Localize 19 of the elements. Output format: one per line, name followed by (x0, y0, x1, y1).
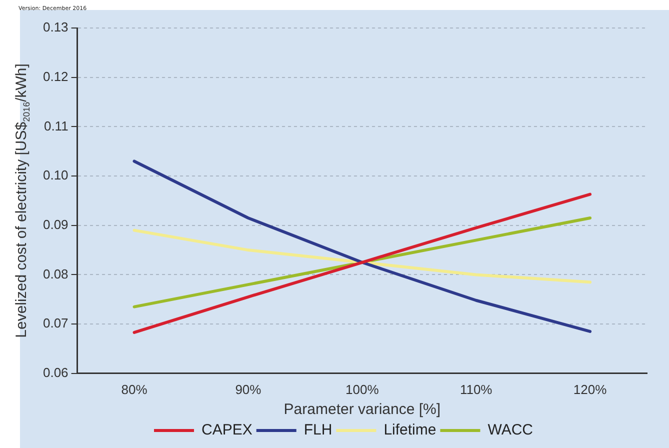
legend-label: WACC (488, 422, 534, 439)
x-tick-label: 90% (235, 382, 262, 397)
y-tick-label: 0.09 (42, 216, 68, 232)
y-tick-label: 0.10 (42, 168, 68, 183)
y-tick-label: 0.07 (42, 316, 68, 331)
x-tick-label: 110% (460, 382, 493, 397)
x-tick-label: 100% (346, 382, 380, 397)
legend-label: CAPEX (202, 422, 252, 439)
x-axis-title: Parameter variance [%] (284, 401, 441, 418)
y-tick-label: 0.13 (42, 20, 68, 35)
y-tick-label: 0.12 (42, 68, 68, 84)
x-tick-label: 80% (121, 382, 148, 397)
y-tick-label: 0.08 (42, 266, 68, 282)
x-tick-label: 120% (573, 382, 608, 397)
legend-label: Lifetime (384, 422, 436, 439)
y-tick-label: 0.06 (42, 364, 68, 380)
y-axis-title: Levelized cost of electricity [US$2016/kWh] (13, 64, 32, 338)
legend-label: FLH (304, 422, 332, 439)
y-tick-label: 0.11 (44, 118, 68, 134)
